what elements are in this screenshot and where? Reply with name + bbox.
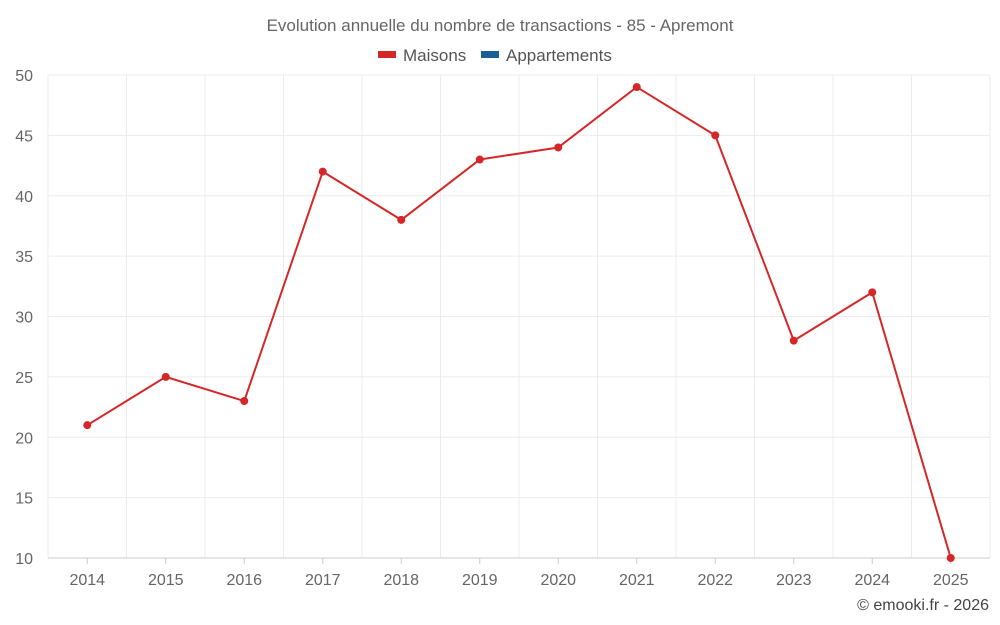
data-point-2021	[632, 83, 641, 92]
legend-label-appartements: Appartements	[506, 46, 612, 65]
data-point-2019	[475, 155, 484, 164]
y-tick-label-15: 15	[15, 491, 33, 508]
y-tick-label-40: 40	[15, 189, 33, 206]
data-point-2016	[240, 397, 249, 406]
x-tick-label-2020: 2020	[540, 572, 576, 589]
legend: Maisons Appartements	[378, 46, 612, 65]
data-point-2014	[83, 421, 92, 430]
x-tick-label-2019: 2019	[462, 572, 498, 589]
x-tick-label-2016: 2016	[226, 572, 262, 589]
x-tick-label-2018: 2018	[383, 572, 419, 589]
x-tick-label-2022: 2022	[697, 572, 733, 589]
legend-item-maisons[interactable]: Maisons	[378, 46, 466, 65]
data-point-2025	[946, 554, 955, 562]
data-point-2017	[318, 167, 327, 176]
x-tick-label-2024: 2024	[854, 572, 890, 589]
data-point-2024	[868, 288, 877, 297]
x-tick-label-2017: 2017	[305, 572, 341, 589]
x-tick-label-2023: 2023	[776, 572, 812, 589]
y-tick-label-30: 30	[15, 310, 33, 327]
y-tick-label-25: 25	[15, 370, 33, 387]
legend-label-maisons: Maisons	[403, 46, 466, 65]
chart-title: Evolution annuelle du nombre de transact…	[267, 16, 734, 35]
data-point-2022	[711, 131, 720, 140]
data-point-2023	[789, 336, 798, 345]
y-tick-label-45: 45	[15, 128, 33, 145]
data-point-2015	[161, 372, 170, 381]
y-tick-label-50: 50	[15, 68, 33, 85]
x-axis: 2014 2015 2016 2017 2018 2019 2020 2021 2022 2023…	[48, 557, 990, 589]
x-tick-label-2014: 2014	[69, 572, 105, 589]
legend-item-appartements[interactable]: Appartements	[481, 46, 612, 65]
credit-text: © emooki.fr - 2026	[857, 597, 989, 614]
series-line-maisons	[86, 86, 952, 559]
legend-swatch-appartements	[481, 51, 499, 58]
series-maisons	[83, 83, 955, 562]
data-point-2020	[554, 143, 563, 152]
y-tick-label-35: 35	[15, 249, 33, 266]
legend-swatch-maisons	[378, 51, 396, 58]
data-point-2018	[397, 215, 406, 224]
y-tick-label-10: 10	[15, 551, 33, 568]
x-tick-label-2021: 2021	[619, 572, 655, 589]
x-tick-label-2025: 2025	[933, 572, 969, 589]
x-tick-label-2015: 2015	[148, 572, 184, 589]
grid-lines	[47, 74, 991, 559]
y-axis: 10 15 20 25 30 35 40 45 50	[15, 68, 33, 568]
y-tick-label-20: 20	[15, 430, 33, 447]
